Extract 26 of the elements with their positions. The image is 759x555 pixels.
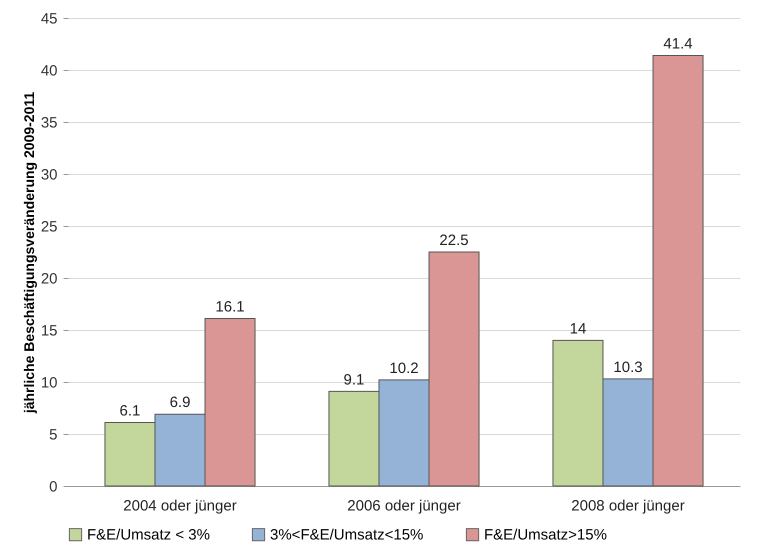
y-axis-title: jährliche Beschäftigungsveränderung 2009-2011: [20, 92, 37, 414]
data-label: 41.4: [663, 35, 693, 52]
y-tick-label: 5: [49, 426, 58, 444]
y-tick-label: 40: [40, 62, 58, 80]
x-tick-label: 2004 oder jünger: [123, 498, 237, 514]
data-label: 9.1: [344, 371, 364, 388]
y-tick-label: 15: [40, 322, 58, 340]
data-label: 10.3: [613, 358, 643, 376]
x-tick-label: 2006 oder jünger: [347, 498, 461, 514]
x-tick-label: 2008 oder jünger: [571, 498, 685, 514]
data-label: 16.1: [215, 298, 245, 316]
data-label: 6.1: [120, 402, 140, 420]
data-label: 14: [570, 320, 586, 338]
legend-label: F&E/Umsatz < 3%: [87, 526, 210, 544]
y-tick-label: 30: [40, 166, 58, 184]
y-tick-label: 35: [40, 114, 58, 132]
data-label: 6.9: [170, 394, 190, 412]
y-tick-label: 20: [40, 270, 58, 288]
y-tick-label: 45: [40, 10, 58, 28]
legend-label: 3%<F&E/Umsatz<15%: [270, 526, 424, 544]
legend-label: F&E/Umsatz>15%: [484, 526, 607, 544]
data-label: 10.2: [389, 360, 419, 377]
y-tick-label: 0: [49, 478, 58, 496]
y-tick-label: 25: [40, 218, 58, 236]
y-tick-label: 10: [40, 374, 58, 392]
data-label: 22.5: [439, 232, 469, 249]
